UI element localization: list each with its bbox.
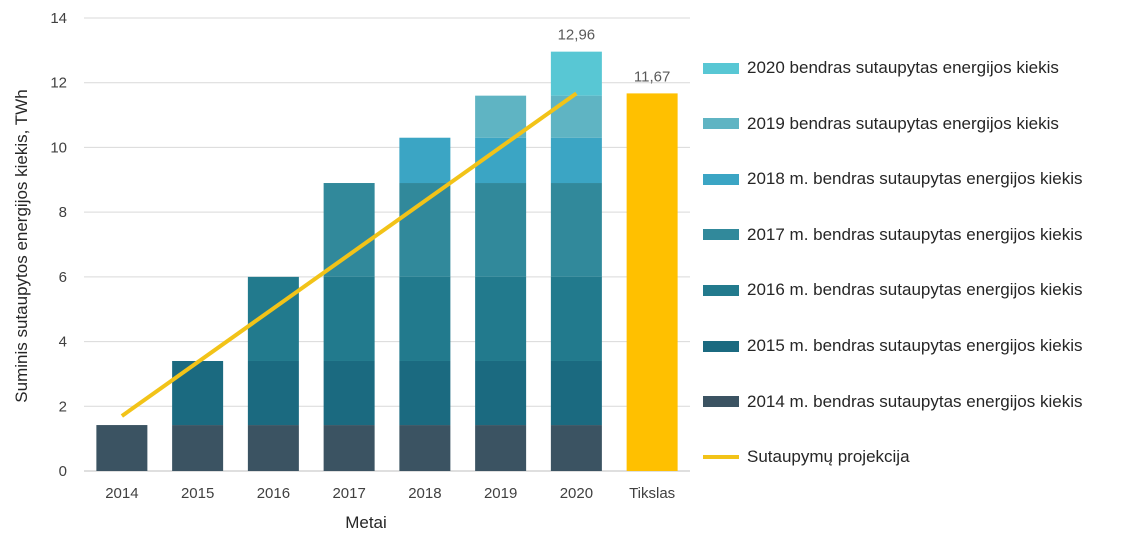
bar-segment <box>550 137 602 184</box>
y-tick-label: 6 <box>59 269 67 286</box>
legend-item: 2019 bendras sutaupytas energijos kiekis <box>703 113 1059 135</box>
y-axis-title: Suminis sutaupytos energijos kiekis, TWh <box>12 89 31 402</box>
bar-segment <box>247 425 299 471</box>
projection-line-group <box>120 91 578 418</box>
legend-swatch <box>703 118 739 130</box>
legend-item: 2016 m. bendras sutaupytas energijos kie… <box>703 279 1082 301</box>
legend-swatch <box>703 229 739 241</box>
bar-segment <box>323 360 375 426</box>
y-tick-label: 8 <box>59 204 67 221</box>
bar-segment <box>475 276 527 361</box>
x-tick-label: 2018 <box>408 485 441 502</box>
legend-item: 2014 m. bendras sutaupytas energijos kie… <box>703 391 1082 413</box>
legend-swatch <box>703 340 739 352</box>
x-tick-label: 2014 <box>105 485 138 502</box>
bar-segment <box>626 93 678 471</box>
legend-label: 2019 bendras sutaupytas energijos kiekis <box>747 113 1059 133</box>
bar-segment <box>323 425 375 471</box>
legend-item: 2017 m. bendras sutaupytas energijos kie… <box>703 224 1082 246</box>
bar-segment <box>399 183 451 277</box>
y-tick-label: 4 <box>59 334 67 351</box>
x-tick-label: 2015 <box>181 485 214 502</box>
legend-label: 2014 m. bendras sutaupytas energijos kie… <box>747 391 1083 411</box>
bar-segment <box>399 137 451 184</box>
y-tick-label: 14 <box>50 10 67 27</box>
projection-line <box>120 91 578 418</box>
bar-segment <box>399 360 451 426</box>
legend-label: Sutaupymų projekcija <box>747 447 910 467</box>
x-tick-label: 2019 <box>484 485 517 502</box>
data-labels: 12,96 11,67 <box>558 27 671 86</box>
legend-swatch <box>703 62 739 74</box>
bar-segment <box>399 276 451 361</box>
legend-label: 2017 m. bendras sutaupytas energijos kie… <box>747 224 1083 244</box>
legend-swatch <box>703 173 739 185</box>
data-label: 12,96 <box>558 27 596 44</box>
legend-item: Sutaupymų projekcija <box>703 446 910 468</box>
legend-label: 2018 m. bendras sutaupytas energijos kie… <box>747 169 1083 189</box>
bar-segment <box>550 276 602 361</box>
bar-segment <box>550 183 602 277</box>
bar-segment <box>399 425 451 471</box>
bar-segment <box>475 360 527 426</box>
bar-segment <box>475 425 527 471</box>
bar-segment <box>172 360 224 426</box>
legend-item: 2018 m. bendras sutaupytas energijos kie… <box>703 168 1082 190</box>
y-tick-label: 12 <box>50 75 67 92</box>
legend-label: 2020 bendras sutaupytas energijos kiekis <box>747 58 1059 77</box>
y-tick-label: 10 <box>50 139 67 156</box>
bar-segment <box>323 276 375 361</box>
legend-line-swatch <box>703 455 739 460</box>
legend-swatch <box>703 284 739 296</box>
legend-item: 2015 m. bendras sutaupytas energijos kie… <box>703 335 1082 357</box>
bars <box>96 51 678 471</box>
bar-segment <box>550 360 602 426</box>
legend-swatch <box>703 396 739 408</box>
x-tick-label: 2020 <box>560 485 593 502</box>
data-label: 11,67 <box>634 68 670 85</box>
bar-segment <box>172 425 224 471</box>
bar-segment <box>475 183 527 277</box>
bar-segment <box>323 183 375 277</box>
legend-label: 2015 m. bendras sutaupytas energijos kie… <box>747 336 1083 355</box>
y-tick-label: 2 <box>59 398 67 415</box>
x-tick-label: Tikslas <box>629 485 675 502</box>
y-tick-labels: 0 2 4 6 8 10 12 14 <box>50 10 67 480</box>
legend-item: 2020 bendras sutaupytas energijos kiekis <box>703 57 1059 79</box>
legend-label: 2016 m. bendras sutaupytas energijos kie… <box>747 280 1083 300</box>
x-tick-label: 2016 <box>257 485 290 502</box>
bar-segment <box>475 95 527 138</box>
y-tick-label: 0 <box>59 463 67 480</box>
x-tick-labels: 2014 2015 2016 2017 2018 2019 2020 Tikslas <box>105 485 675 502</box>
bar-segment <box>96 425 148 471</box>
bar-segment <box>550 51 602 96</box>
bar-segment <box>550 425 602 471</box>
x-axis-title: Metai <box>345 513 387 532</box>
bar-segment <box>550 95 602 138</box>
bar-segment <box>247 360 299 426</box>
x-tick-label: 2017 <box>332 485 365 502</box>
